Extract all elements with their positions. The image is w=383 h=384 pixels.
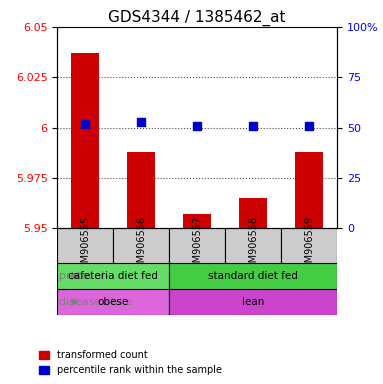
Text: GSM906555: GSM906555 (80, 216, 90, 275)
Point (306, 122, 312, 129)
FancyBboxPatch shape (57, 228, 113, 263)
Legend: transformed count, percentile rank within the sample: transformed count, percentile rank withi… (36, 346, 226, 379)
FancyBboxPatch shape (169, 263, 337, 289)
Bar (295, 152, 323, 228)
Bar (183, 214, 211, 228)
FancyBboxPatch shape (169, 289, 337, 315)
Point (194, 122, 200, 129)
Text: cafeteria diet fed: cafeteria diet fed (69, 271, 158, 281)
Text: lean: lean (242, 297, 264, 307)
FancyBboxPatch shape (113, 228, 169, 263)
Bar (127, 152, 155, 228)
Text: GSM906556: GSM906556 (136, 216, 146, 275)
Title: GDS4344 / 1385462_at: GDS4344 / 1385462_at (108, 9, 286, 25)
Text: protocol: protocol (59, 271, 104, 281)
FancyBboxPatch shape (225, 228, 281, 263)
Text: standard diet fed: standard diet fed (208, 271, 298, 281)
Text: obese: obese (98, 297, 129, 307)
Text: disease state: disease state (59, 297, 133, 307)
FancyBboxPatch shape (57, 289, 169, 315)
FancyBboxPatch shape (169, 228, 225, 263)
Bar (239, 198, 267, 228)
Point (82, 121, 88, 127)
Point (138, 119, 144, 125)
FancyBboxPatch shape (57, 263, 169, 289)
FancyBboxPatch shape (281, 228, 337, 263)
Point (250, 122, 256, 129)
Text: GSM906557: GSM906557 (192, 216, 202, 275)
Bar (71, 53, 100, 228)
Text: GSM906559: GSM906559 (304, 216, 314, 275)
Text: GSM906558: GSM906558 (248, 216, 258, 275)
